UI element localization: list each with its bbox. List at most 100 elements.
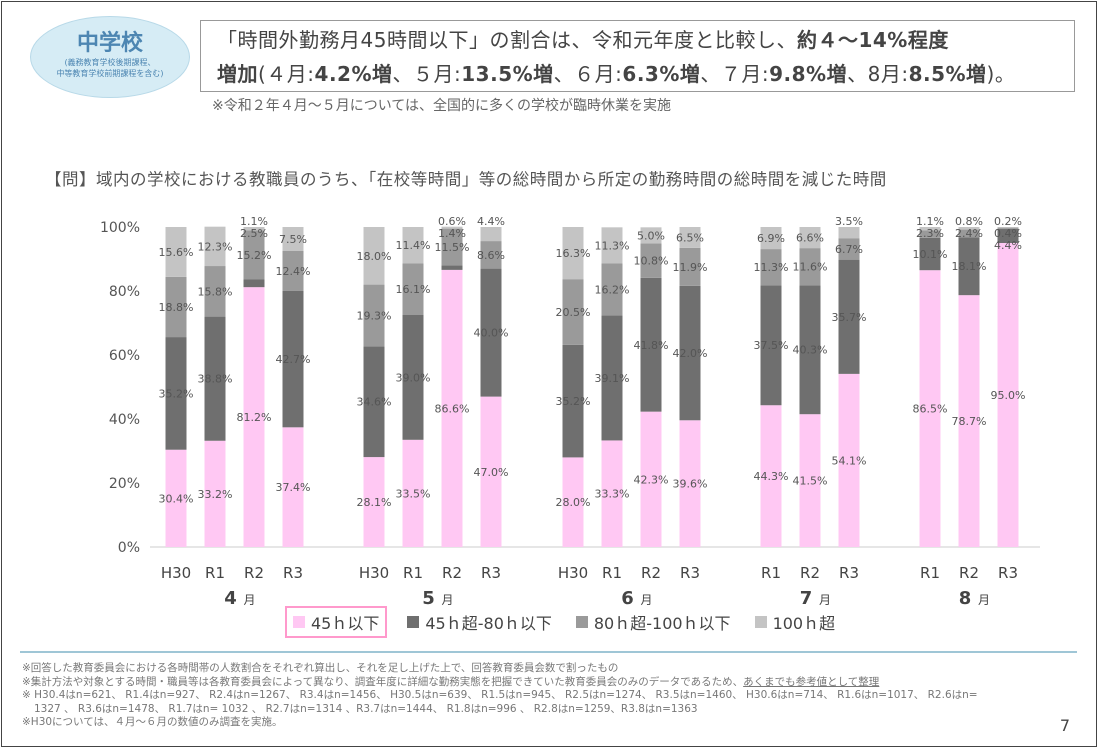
data-label: 10.1% (913, 248, 948, 261)
data-label: 39.1% (595, 372, 630, 385)
data-label: 2.4% (955, 227, 983, 240)
bar-segment (601, 227, 623, 264)
bar-segment (799, 227, 821, 249)
footnote-line: ※集計方法や対象とする時間・職員等は各教育委員会によって異なり、調査年度に詳細な… (22, 676, 1062, 690)
bar-segment (601, 440, 623, 547)
data-label: 6.5% (676, 231, 704, 244)
bar-segment (562, 344, 584, 458)
y-tick-label: 20% (109, 476, 140, 492)
legend-item: 80ｈ超-100ｈ以下 (572, 606, 735, 638)
data-label: 6.9% (757, 232, 785, 245)
data-label: 37.4% (276, 481, 311, 494)
bar-segment (601, 263, 623, 316)
bar-segment (402, 439, 424, 547)
y-tick-label: 80% (109, 284, 140, 300)
bar-segment (679, 227, 701, 248)
data-label: 0.2% (994, 215, 1022, 228)
data-label: 35.2% (159, 387, 194, 400)
data-label: 1.4% (438, 227, 466, 240)
legend-item: 45ｈ以下 (285, 606, 388, 638)
data-label: 30.4% (159, 492, 194, 505)
bar-segment (838, 227, 860, 239)
month-group-label: 6 (621, 588, 634, 609)
bar-segment (919, 227, 941, 231)
summary-highlight: 約４〜14%程度 (796, 28, 949, 52)
school-type-badge: 中学校 (義務教育学校後期課程、 中等教育学校前期課程を含む) (30, 16, 190, 98)
bar-segment (282, 251, 304, 291)
bar-segment (562, 227, 584, 280)
bar-segment (838, 373, 860, 547)
footnote-line: 1327 、 R3.6はn=1478、 R1.7はn= 1032 、 R2.7は… (34, 702, 698, 715)
data-label: 40.3% (793, 344, 828, 357)
data-label: 15.8% (198, 285, 233, 298)
bar-segment (997, 243, 1019, 547)
data-label: 1.1% (240, 215, 268, 228)
bar-segment (919, 237, 941, 271)
data-label: 42.0% (673, 347, 708, 360)
data-label: 35.2% (556, 395, 591, 408)
month-unit-label: 月 (819, 593, 831, 607)
legend-label: 45ｈ以下 (311, 614, 380, 633)
x-category-label: R3 (998, 564, 1018, 582)
bar-segment (165, 337, 187, 450)
y-tick-label: 60% (109, 348, 140, 364)
data-label: 16.1% (396, 283, 431, 296)
data-label: 11.5% (435, 241, 470, 254)
data-label: 33.3% (595, 488, 630, 501)
y-tick-label: 40% (109, 412, 140, 428)
month-unit-label: 月 (978, 593, 990, 607)
month-group-label: 4 (224, 588, 237, 609)
data-label: 11.6% (793, 261, 828, 274)
legend-item: 100ｈ超 (751, 606, 840, 638)
x-category-label: R1 (761, 564, 781, 582)
bar-segment (282, 227, 304, 251)
data-label: 44.3% (754, 470, 789, 483)
bar-segment (760, 405, 782, 547)
bar-segment (243, 287, 265, 547)
footnotes: ※回答した教育委員会における各時間帯の人数割合をそれぞれ算出し、それを足し上げた… (22, 662, 1062, 730)
page-number: 7 (1059, 716, 1070, 735)
data-label: 39.6% (673, 478, 708, 491)
closure-note: ※令和２年４月〜５月については、全国的に多くの学校が臨時休業を実施 (212, 98, 672, 114)
bar-segment (601, 315, 623, 441)
data-label: 8.6% (477, 249, 505, 262)
bar-segment (958, 295, 980, 547)
data-label: 6.6% (796, 232, 824, 245)
data-label: 37.5% (754, 339, 789, 352)
bar-segment (919, 270, 941, 547)
bar-segment (363, 346, 385, 458)
data-label: 0.4% (994, 227, 1022, 240)
data-label: 11.3% (754, 261, 789, 274)
data-label: 78.7% (952, 415, 987, 428)
bar-segment (243, 230, 265, 280)
data-label: 33.2% (198, 488, 233, 501)
bar-segment (679, 285, 701, 421)
data-label: 95.0% (991, 389, 1026, 402)
data-label: 42.7% (276, 353, 311, 366)
month-unit-label: 月 (442, 593, 454, 607)
badge-subtitle-2: 中等教育学校前期課程を含む) (56, 69, 164, 78)
bar-segment (760, 249, 782, 286)
bar-segment (441, 228, 463, 266)
x-category-label: R3 (839, 564, 859, 582)
data-label: 11.4% (396, 239, 431, 252)
x-category-label: R1 (920, 564, 940, 582)
month-group-label: 5 (422, 588, 435, 609)
bar-segment (799, 414, 821, 547)
data-label: 19.3% (357, 309, 392, 322)
x-category-label: H30 (558, 564, 588, 582)
x-category-label: R3 (481, 564, 501, 582)
bar-segment (640, 243, 662, 278)
data-label: 16.3% (556, 247, 591, 260)
x-category-label: R2 (800, 564, 820, 582)
bar-segment (997, 228, 1019, 243)
summary-highlight: 4.2%増 (314, 62, 393, 86)
bar-segment (165, 276, 187, 338)
bar-segment (760, 227, 782, 250)
footer-divider (20, 651, 1077, 653)
data-label: 10.8% (634, 255, 669, 268)
footnote-text: ※集計方法や対象とする時間・職員等は各教育委員会によって異なり、調査年度に詳細な… (22, 675, 744, 688)
x-category-label: R3 (283, 564, 303, 582)
data-label: 0.8% (955, 215, 983, 228)
